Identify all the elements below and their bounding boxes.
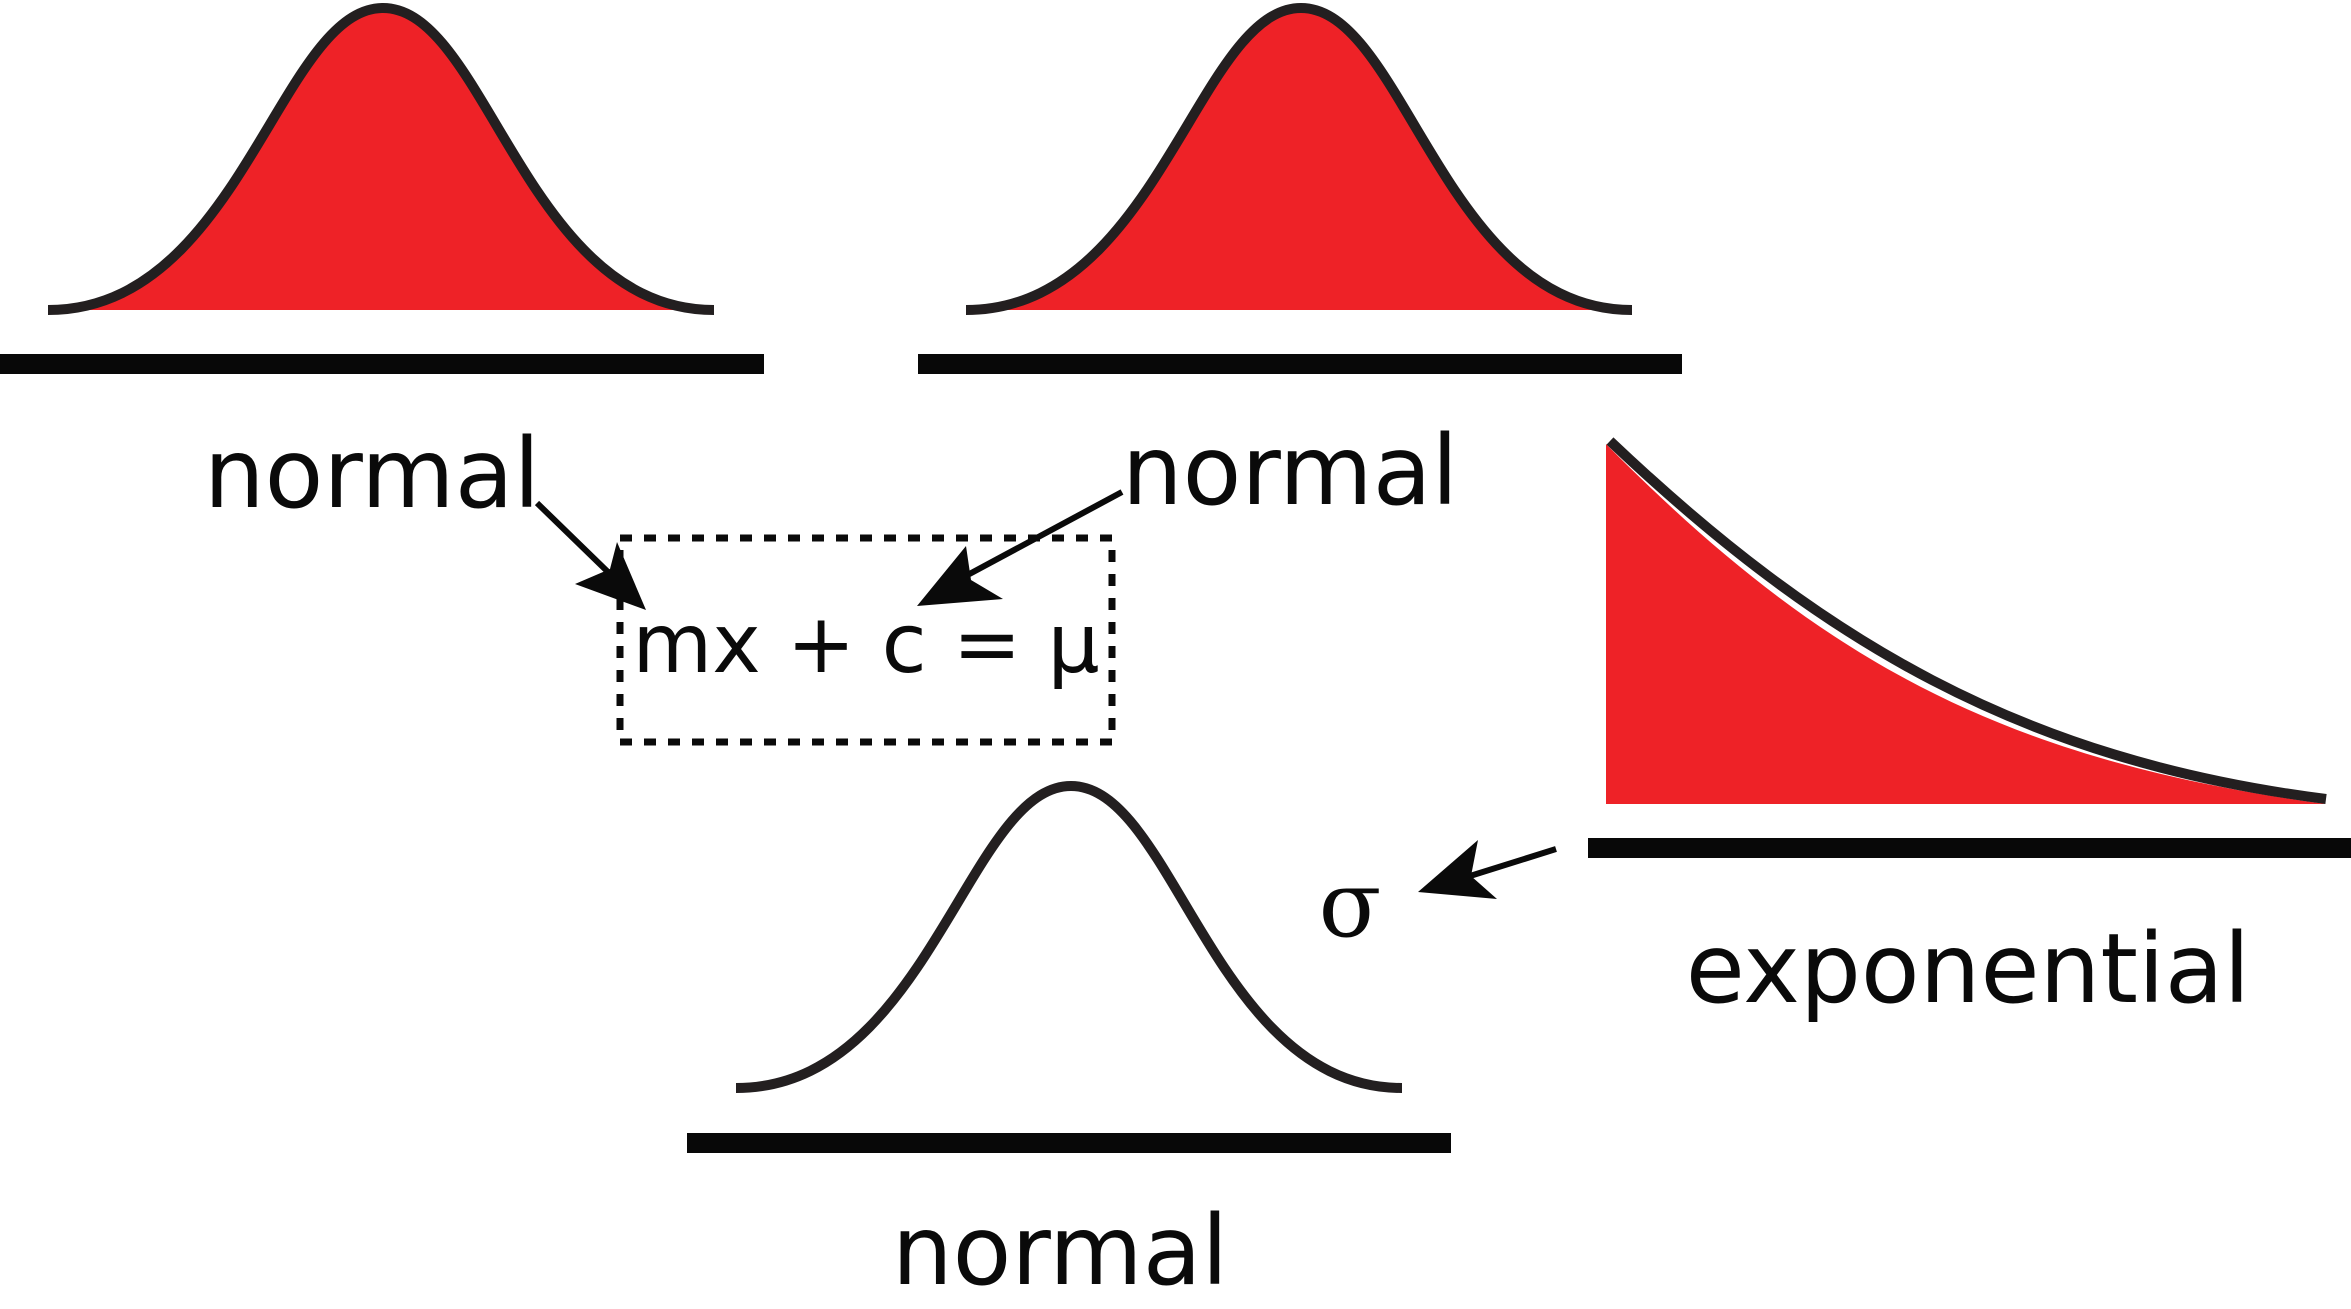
exponential-distribution: exponential [1588,437,2351,1025]
normal-bottom-curve [735,780,1403,1093]
exponential-fill [1606,444,2326,804]
normal-distribution-top-right: normal [918,2,1682,527]
arrow-left-head [575,542,646,610]
normal-bottom-label: normal [892,1195,1228,1307]
arrow-exponential-to-sigma [1418,840,1557,899]
normal-top-left-baseline [0,354,764,374]
normal-top-right-baseline [918,354,1682,374]
normal-top-left-fill [48,8,714,310]
exponential-label: exponential [1686,913,2250,1025]
sigma-symbol: σ [1319,851,1382,958]
normal-top-right-fill [966,8,1632,310]
formula-text: mx + c = μ [632,597,1099,692]
normal-distribution-bottom: normal [687,780,1451,1307]
formula-box: mx + c = μ [616,534,1116,746]
normal-top-left-curve [47,2,715,315]
arrow-sigma-head [1418,840,1497,899]
normal-top-left-label: normal [204,418,540,530]
normal-distribution-top-left: normal [0,2,764,530]
arrow-right-shaft [960,489,1124,581]
formula-dotted-border [616,534,1116,746]
arrow-right-head [917,546,1003,606]
normal-top-right-curve [965,2,1633,315]
arrow-left-to-formula [534,500,646,610]
arrow-sigma-shaft [1469,846,1557,879]
exponential-baseline [1588,838,2351,858]
normal-top-right-label: normal [1122,415,1458,527]
normal-bottom-baseline [687,1133,1451,1153]
arrow-right-to-formula [917,489,1124,606]
arrow-left-shaft [534,500,611,575]
exponential-curve [1606,437,2327,804]
